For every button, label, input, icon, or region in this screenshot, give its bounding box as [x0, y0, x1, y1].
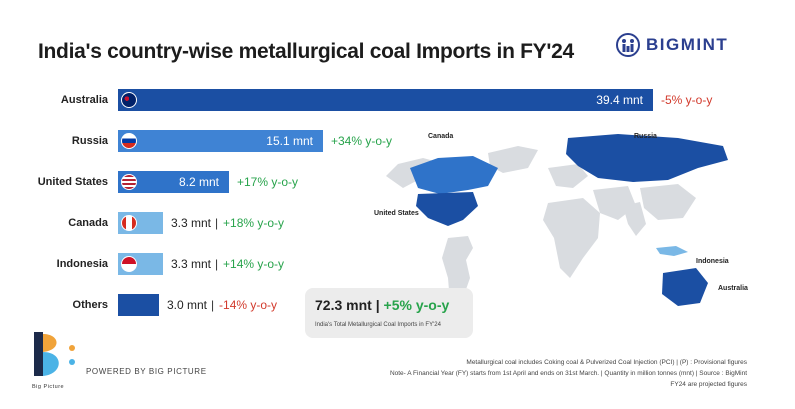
bar-row: Indonesia 3.3 mnt | +14% y-o-y: [0, 253, 795, 275]
total-box: 72.3 mnt | +5% y-o-y India's Total Metal…: [305, 288, 473, 338]
bar: [118, 130, 323, 152]
map-label-australia: Australia: [718, 285, 748, 292]
map-label-canada: Canada: [428, 133, 454, 140]
yoy-label: -14% y-o-y: [219, 298, 278, 312]
map-land-europe: [548, 164, 588, 188]
flag-icon: [121, 92, 137, 108]
total-yoy: +5% y-o-y: [383, 297, 450, 313]
bar: [118, 89, 653, 111]
footnote-line: Note- A Financial Year (FY) starts from …: [389, 370, 747, 377]
big-picture-logo-icon: [34, 332, 75, 376]
footnotes: Metallurgical coal includes Coking coal …: [390, 357, 747, 390]
value-label: 3.0 mnt: [167, 298, 208, 312]
total-summary: 72.3 mnt | +5% y-o-y: [315, 297, 449, 313]
value-label: 39.4 mnt: [596, 93, 643, 107]
map-label-united-states: United States: [374, 210, 419, 217]
chart-title: India's country-wise metallurgical coal …: [38, 40, 574, 63]
flag-icon: [121, 256, 137, 272]
yoy-label: +14% y-o-y: [223, 257, 285, 271]
bar-row: Russia 15.1 mnt +34% y-o-y: [0, 130, 795, 152]
bar-row: Others 3.0 mnt | -14% y-o-y: [0, 294, 795, 316]
footnote-line: Metallurgical coal includes Coking coal …: [466, 359, 747, 366]
map-label-russia: Russia: [634, 133, 657, 140]
bigmint-logo: BIGMINT: [616, 33, 728, 57]
map-label-indonesia: Indonesia: [696, 258, 729, 265]
total-value: 72.3 mnt: [315, 297, 372, 313]
map-land-canada: [410, 156, 498, 194]
map-land-russia: [566, 134, 728, 182]
category-label: Canada: [68, 217, 108, 229]
footnote-line: FY24 are projected figures: [670, 381, 747, 388]
separator: |: [215, 216, 219, 230]
total-caption: India's Total Metallurgical Coal Imports…: [315, 322, 441, 328]
flag-icon: [121, 215, 137, 231]
category-label: Russia: [71, 135, 108, 147]
map-land-africa: [543, 198, 600, 278]
bigmint-icon: [616, 33, 640, 57]
map-land-greenland: [488, 146, 538, 173]
map-land-indonesia: [656, 246, 688, 256]
separator: |: [215, 257, 219, 271]
flag-icon: [121, 174, 137, 190]
big-picture-logo-text: Big Picture: [32, 384, 65, 390]
value-label: 3.3 mnt: [171, 216, 212, 230]
value-label: 8.2 mnt: [178, 175, 219, 189]
yoy-label: +34% y-o-y: [331, 134, 393, 148]
bar: [118, 171, 229, 193]
category-label: Indonesia: [56, 258, 108, 270]
flag-icon: [121, 133, 137, 149]
powered-by: POWERED BY BIG PICTURE: [86, 367, 207, 376]
bar-row: Australia 39.4 mnt -5% y-o-y: [0, 89, 795, 111]
yoy-label: +17% y-o-y: [237, 175, 299, 189]
yoy-label: +18% y-o-y: [223, 216, 285, 230]
bar-row: Canada 3.3 mnt | +18% y-o-y: [0, 212, 795, 234]
separator: |: [211, 298, 215, 312]
map-land-united-states: [416, 192, 478, 226]
map-land-australia: [662, 268, 708, 306]
value-label: 3.3 mnt: [171, 257, 212, 271]
category-label: Australia: [60, 94, 108, 106]
yoy-label: -5% y-o-y: [661, 93, 713, 107]
bar-row: United States 8.2 mnt +17% y-o-y: [0, 171, 795, 193]
bar: [118, 294, 159, 316]
total-separator: |: [375, 297, 380, 313]
category-label: Others: [72, 299, 108, 311]
brand-name: BIGMINT: [646, 35, 729, 54]
category-label: United States: [37, 176, 108, 188]
value-label: 15.1 mnt: [266, 134, 313, 148]
map-land-china: [640, 184, 696, 220]
map-land-india: [623, 202, 646, 236]
